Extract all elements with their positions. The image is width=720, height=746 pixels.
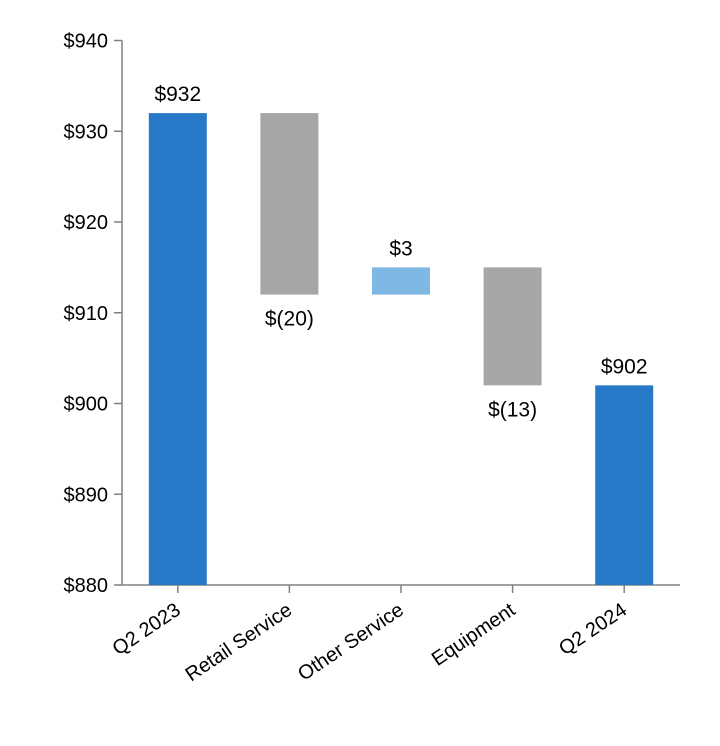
data-label: $(13) [488, 398, 537, 421]
category-label: Other Service [294, 599, 408, 686]
bar-q2-2024 [595, 385, 654, 585]
bar-equipment [483, 267, 542, 386]
y-tick-label: $910 [64, 303, 109, 325]
bar-other-service [372, 267, 430, 295]
y-tick-label: $930 [64, 121, 109, 143]
x-axis [122, 584, 680, 593]
data-labels: $932 $(20) $3 $(13) $902 [154, 83, 647, 421]
y-axis: $880 $890 $900 $910 $920 $930 $940 [64, 31, 123, 597]
data-label: $3 [389, 237, 412, 260]
data-label: $902 [601, 355, 648, 378]
bar-q2-2023 [148, 113, 207, 585]
data-label: $932 [154, 83, 201, 106]
y-tick-label: $920 [64, 212, 109, 234]
category-label: Q2 2023 [109, 599, 185, 660]
category-label: Q2 2024 [555, 599, 631, 660]
bars [148, 113, 654, 585]
y-tick-label: $940 [64, 31, 109, 53]
bar-retail-service [260, 113, 319, 295]
y-tick-label: $890 [64, 484, 109, 506]
data-label: $(20) [265, 308, 314, 331]
y-tick-label: $880 [64, 575, 109, 597]
category-label: Retail Service [182, 599, 297, 686]
category-label: Equipment [428, 599, 520, 671]
y-tick-label: $900 [64, 394, 109, 416]
